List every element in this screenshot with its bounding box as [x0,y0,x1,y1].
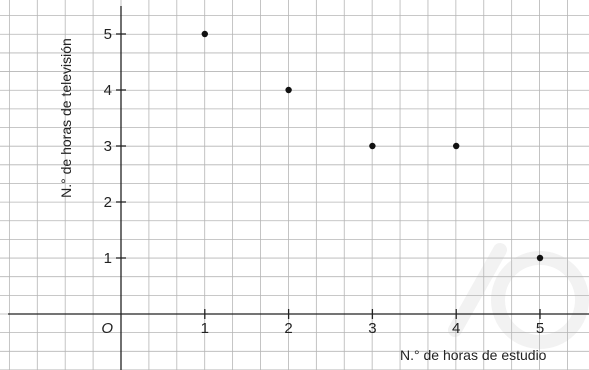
y-tick-label: 4 [104,82,112,99]
data-point [453,142,460,150]
data-point [369,142,376,150]
y-ticks: 1 2 3 4 5 [104,26,126,267]
x-tick-label: 1 [201,320,209,337]
x-ticks: 1 2 3 4 5 [201,309,544,337]
y-axis-title: N.° de horas de televisión [58,38,74,198]
y-tick-label: 1 [104,250,112,267]
watermark [448,243,589,349]
x-tick-label: 3 [368,320,376,337]
y-tick-label: 2 [104,194,112,211]
data-points [201,30,544,262]
origin-label: O [101,320,113,337]
y-tick-label: 3 [104,138,112,155]
y-tick-label: 5 [104,26,112,43]
x-tick-label: 5 [536,320,544,337]
data-point [536,254,544,262]
x-tick-label: 2 [284,320,292,337]
data-point [285,86,292,94]
axes [8,6,589,370]
x-tick-label: 4 [452,320,460,337]
x-axis-title: N.° de horas de estudio [400,347,547,363]
data-point [201,30,208,38]
